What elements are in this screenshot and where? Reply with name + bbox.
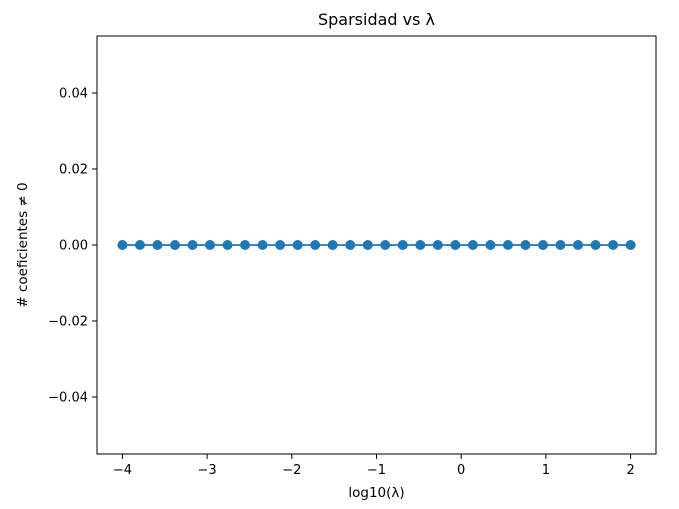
y-tick-label: 0.04 <box>59 87 88 102</box>
x-tick-label: −4 <box>113 463 132 478</box>
data-point <box>467 240 478 250</box>
x-tick-label: −3 <box>198 463 217 478</box>
data-point <box>292 240 303 250</box>
data-point <box>345 240 356 250</box>
series-layer <box>117 240 636 250</box>
data-point <box>397 240 408 250</box>
data-point <box>538 240 549 250</box>
x-tick-label: 1 <box>542 463 550 478</box>
data-point <box>502 240 513 250</box>
data-point <box>520 240 531 250</box>
chart-title: Sparsidad vs λ <box>318 10 435 29</box>
y-tick-label: −0.04 <box>48 391 88 406</box>
data-point <box>608 240 619 250</box>
data-point <box>625 240 636 250</box>
y-tick-label: 0.02 <box>59 163 88 178</box>
data-point <box>117 240 128 250</box>
data-point <box>572 240 583 250</box>
data-point <box>204 240 215 250</box>
data-point <box>134 240 145 250</box>
x-tick-label: 0 <box>457 463 465 478</box>
y-axis-label: # coeficientes ≠ 0 <box>15 182 31 307</box>
data-point <box>432 240 443 250</box>
data-point <box>275 240 286 250</box>
data-point <box>310 240 321 250</box>
x-tick-label: 2 <box>626 463 634 478</box>
data-point <box>187 240 198 250</box>
y-tick-label: 0.00 <box>59 239 88 254</box>
data-point <box>380 240 391 250</box>
x-tick-label: −2 <box>282 463 301 478</box>
x-axis-label: log10(λ) <box>348 485 404 501</box>
data-point <box>485 240 496 250</box>
x-tick-label: −1 <box>367 463 386 478</box>
data-point <box>240 240 251 250</box>
x-axis-ticks: −4 −3 −2 −1 0 1 2 <box>113 454 635 478</box>
data-point <box>450 240 461 250</box>
data-point <box>555 240 566 250</box>
data-point <box>415 240 426 250</box>
data-point <box>590 240 601 250</box>
data-point <box>170 240 181 250</box>
data-point <box>327 240 338 250</box>
data-point <box>152 240 163 250</box>
y-tick-label: −0.02 <box>48 315 88 330</box>
data-point <box>257 240 268 250</box>
data-point <box>362 240 373 250</box>
plot-area-frame <box>96 35 657 455</box>
data-point <box>222 240 233 250</box>
y-axis-ticks: 0.04 0.02 0.00 −0.02 −0.04 <box>48 87 97 406</box>
